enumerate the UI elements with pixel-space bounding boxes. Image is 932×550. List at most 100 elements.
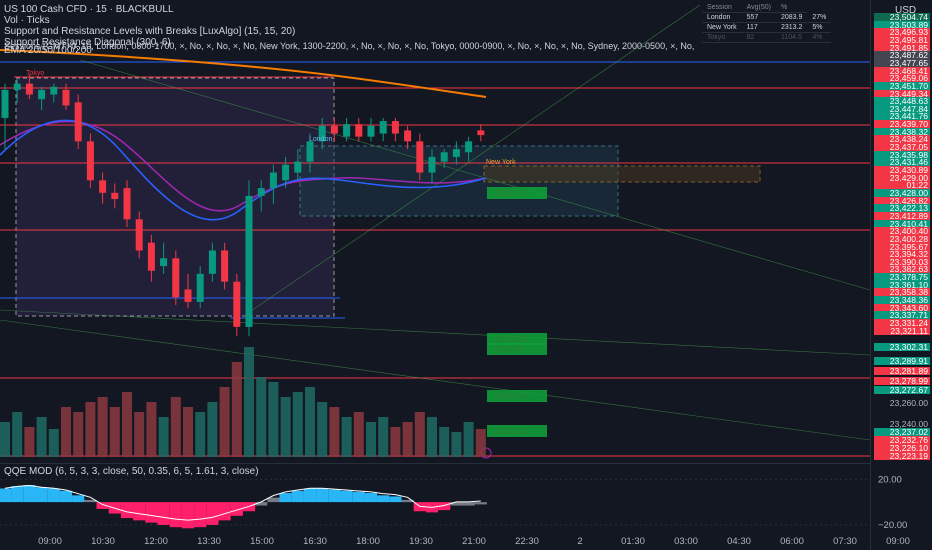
candle-body (123, 188, 131, 220)
level-tag (487, 390, 547, 402)
osc-bar (450, 502, 463, 506)
volume-bar (402, 422, 413, 457)
table-cell: London (702, 12, 742, 23)
price-label: 23,429.00 (874, 173, 930, 182)
candle-body (196, 273, 204, 302)
session-label: Tokyo (26, 70, 45, 77)
time-label: 13:30 (197, 536, 221, 547)
level-tag-text: 23291.74 (494, 392, 528, 401)
osc-bar (340, 490, 353, 503)
indicator: Support Resistance Diagonal (300, 6) (4, 37, 171, 48)
session-label: London (309, 136, 333, 143)
candle-body (404, 130, 412, 142)
price-label: 23,278.99 (874, 377, 930, 385)
osc-bar (181, 502, 195, 529)
volume-bar (109, 407, 120, 457)
price-label: 23,422.13 (874, 204, 930, 213)
price-label: 01:22 (874, 181, 930, 190)
osc-bar (169, 502, 182, 528)
table-cell: 4% (807, 32, 832, 43)
volume-bar (268, 382, 279, 457)
candle-body (147, 242, 155, 271)
price-label: 23,237.02 (874, 428, 930, 436)
osc-bar (218, 502, 231, 521)
price-label: 23,496.93 (874, 28, 930, 37)
price-label: 23,395.67 (874, 242, 930, 251)
level-tag-text: 23314.35 (494, 335, 528, 344)
candle-body (318, 125, 326, 142)
volume-bar (451, 432, 462, 457)
price-label: 23,331.24 (874, 319, 930, 327)
price-label: 23,435.98 (874, 150, 930, 159)
volume-bar (305, 387, 315, 457)
price-label: 23,223.19 (874, 452, 930, 460)
volume-bar (36, 417, 47, 457)
price-label: 23,437.05 (874, 143, 930, 151)
osc-tick-label: 20.00 (878, 474, 902, 485)
volume-bar (341, 417, 352, 457)
price-label: 23,451.70 (874, 82, 930, 90)
volume-bar (280, 397, 291, 457)
time-label: 09:00 (886, 536, 910, 547)
time-label: 19:30 (409, 536, 433, 547)
level-tag-text: 23323.75 (494, 189, 528, 198)
symbol: US 100 Cash CFD · 15 · BLACKBULL (4, 4, 174, 15)
osc-bar (316, 488, 329, 503)
price-label: 23,343.60 (874, 303, 930, 312)
price-label: 23,441.76 (874, 112, 930, 121)
table-cell: 1104.5 (775, 32, 808, 43)
level-tag (487, 187, 547, 199)
price-label: 23,390.03 (874, 257, 930, 266)
osc-bar (120, 502, 134, 519)
volume-bar (414, 412, 425, 457)
price-label: 23,358.38 (874, 288, 930, 297)
osc-bar (72, 495, 85, 503)
volume-bar (207, 402, 218, 457)
indicator: Vol · Ticks (4, 15, 50, 26)
osc-bar (462, 502, 475, 506)
candle-body (38, 89, 46, 100)
currency[interactable]: USD (895, 5, 917, 16)
price-label: 23,394.32 (874, 250, 930, 258)
osc-bar (303, 488, 317, 503)
table-cell: 117 (741, 22, 776, 33)
pane-divider (0, 463, 870, 464)
oscillator-title: QQE MOD (6, 5, 3, 3, close, 50, 0.35, 6,… (4, 466, 259, 477)
price-label: 23,289.91 (874, 357, 930, 365)
osc-bar (47, 488, 60, 503)
candle-body (355, 124, 363, 137)
volume-bar (195, 412, 206, 457)
candle-body (172, 258, 180, 298)
candle-body (282, 164, 290, 181)
time-label: 16:30 (303, 536, 327, 547)
price-label: 23,449.34 (874, 89, 930, 98)
volume-bar (183, 407, 193, 457)
osc-bar (11, 486, 24, 503)
price-label: 23,438.32 (874, 127, 930, 136)
osc-bar (194, 502, 207, 528)
osc-line (4, 484, 481, 521)
time-label: 09:00 (38, 536, 62, 547)
osc-bar (96, 502, 109, 509)
volume-bar (244, 347, 254, 457)
osc-bar (291, 490, 304, 503)
session-table: Session Avg(50)% London 557 2083.9 27% New Yor… (702, 3, 832, 43)
price-label: 23,348.36 (874, 296, 930, 304)
session-label: New York (486, 159, 516, 166)
volume-bar (378, 417, 389, 457)
volume-bar (219, 387, 230, 457)
candle-body (428, 156, 436, 173)
osc-bar (474, 502, 487, 505)
price-label: 23,260.00 (874, 399, 930, 407)
volume-bar (85, 402, 96, 457)
indicator: Support and Resistance Levels with Break… (4, 26, 296, 37)
volume-bar (12, 412, 23, 457)
candle-body (1, 89, 9, 118)
time-label: 03:00 (674, 536, 698, 547)
ema-200 (0, 49, 487, 98)
level-tag (487, 425, 547, 437)
osc-bar (157, 502, 170, 525)
volume-bar (475, 429, 486, 457)
time-label: 06:00 (780, 536, 804, 547)
volume-bar (256, 377, 267, 457)
